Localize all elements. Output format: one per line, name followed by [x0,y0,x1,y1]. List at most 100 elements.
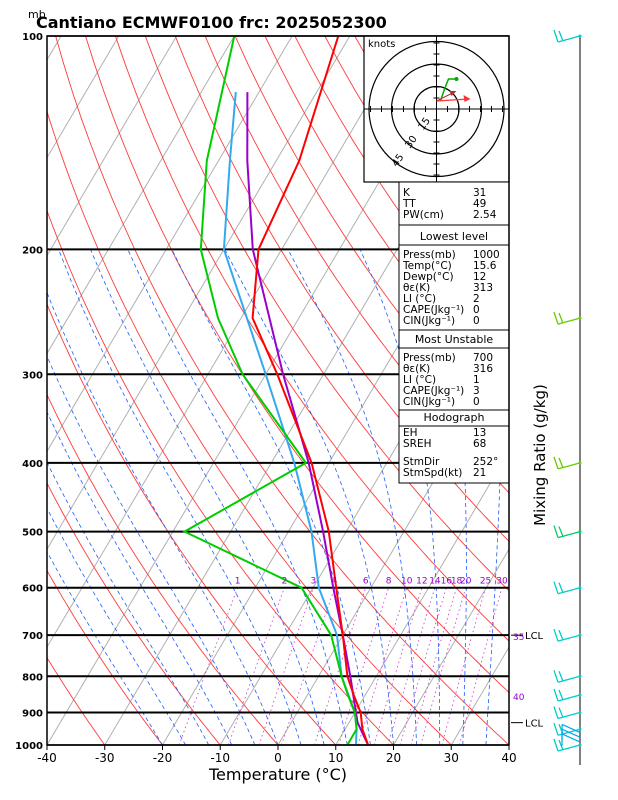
mixing-ratio-axis-label: Mixing Ratio (g/kg) [531,384,549,526]
wind-barb-shaft [557,634,581,642]
wind-barb-origin [578,316,582,320]
wind-barb-flag [558,457,564,469]
wind-barb-shaft [557,744,581,752]
x-tick-label: 20 [386,751,401,765]
dewpoint-profile-line [182,36,358,745]
wind-barb-flag [558,582,564,593]
moist-adiabat-line [90,249,325,745]
mixing-ratio-label: 20 [460,577,472,587]
wind-barb-flag [558,629,564,641]
wind-barb-origin [578,727,582,731]
x-tick-label: -20 [153,751,173,765]
wind-barb-shaft [557,675,581,683]
x-tick-label: 30 [444,751,459,765]
dry-adiabat-line [47,569,164,745]
hodograph-index-row-value: 13 [473,427,486,439]
isotherm-line [47,36,351,551]
moist-adiabat-line [47,507,186,745]
lowest-level-row-value: 313 [473,282,493,294]
parcel-profile-line [246,92,370,745]
lowest-level-row-label: Temp(°C) [402,260,452,272]
mixing-ratio-line [228,587,285,745]
x-axis-label: Temperature (°C) [208,765,347,784]
storm-motion-vector [436,98,469,102]
wind-barb-flag [558,526,564,537]
wind-barb-flag [553,311,559,325]
wind-barb-flag [558,671,564,682]
x-tick-label: -10 [210,751,230,765]
wind-barbs [553,29,582,765]
indices-top-box [398,181,510,226]
lowest-level-row-label: Press(mb) [403,249,456,261]
dry-adiabat-line [114,36,509,642]
wind-barb-shaft [561,728,581,738]
index-tt-value: 49 [473,198,486,210]
isotherm-line [47,36,409,649]
x-tick-label: 10 [328,751,343,765]
pressure-tick-label: 600 [22,584,43,595]
hodograph-index-row-label: SREH [403,438,432,450]
most-unstable-row-value: 0 [473,396,480,408]
dry-adiabat-line [144,36,509,592]
temperature-profile-line [251,36,370,745]
wind-barb-origin [578,674,582,678]
dry-adiabat-line [564,36,618,760]
isotherm-line [335,450,509,745]
pressure-tick-label: 900 [22,709,43,720]
wind-barb-flag [558,30,564,42]
wind-barb-shaft [557,711,581,720]
mixing-ratio-label: 8 [386,577,392,587]
mixing-ratio-label: 4 [332,577,338,587]
chart-title: Cantiano ECMWF0100 frc: 2025052300 [36,13,387,32]
dry-adiabat-line [47,656,106,745]
plot-frame [46,35,510,746]
lowest-level-row-value: 0 [473,304,480,316]
wind-barb-shaft [557,587,581,595]
pressure-tick-label: 700 [22,631,43,642]
moist-adiabat-line [47,461,210,745]
wind-barb-shaft [561,733,581,743]
moist-adiabat-line [47,355,256,745]
isotherm-line [47,36,178,257]
wind-barb-flag [558,689,564,701]
isotherm-line [47,36,293,453]
hodograph-units-label: knots [368,39,395,50]
most-unstable-row-label: CIN(Jkg⁻¹) [403,396,455,408]
mixing-ratio-label: 3 [310,577,316,587]
pressure-tick-label: 400 [22,459,43,470]
wind-barb-flag [553,706,559,719]
wind-barb-shaft [557,694,581,702]
pressure-tick-label: 1000 [15,741,43,752]
lowest-level-box [398,224,510,331]
wind-barb-origin [578,711,582,715]
wind-barb-flag [553,525,559,538]
mixing-ratio-line [281,587,335,745]
wind-barb-shaft [557,530,581,539]
pressure-tick-label: 200 [22,245,43,256]
wetbulb-profile-line [222,92,358,745]
index-k-value: 31 [473,187,486,199]
most-unstable-row-value: 700 [473,352,493,364]
wind-barb-flag [553,688,559,702]
background-lines [47,36,618,760]
isotherm-line [47,36,120,159]
isotherm-line [393,548,509,745]
hodograph-index-row-label: EH [403,427,418,439]
wind-barb-origin [578,693,582,697]
dry-adiabat-line [85,36,509,694]
wind-barb-flag [553,723,559,736]
x-tick-label: -30 [95,751,115,765]
dry-adiabat-line [594,36,618,760]
x-tick-label: 40 [501,751,516,765]
lowest-level-row-label: CIN(Jkg⁻¹) [403,315,455,327]
moist-adiabat-line [287,249,417,745]
theta-35-label: 35 [513,633,524,643]
mixing-ratio-label: 2 [282,577,288,587]
wind-barb-flag [553,670,559,683]
isotherm-line [47,36,235,355]
hodograph-index-header: Hodograph [424,411,485,424]
lowest-level-row-value: 1000 [473,249,500,261]
lcl-upper-label: LCL [525,631,544,642]
